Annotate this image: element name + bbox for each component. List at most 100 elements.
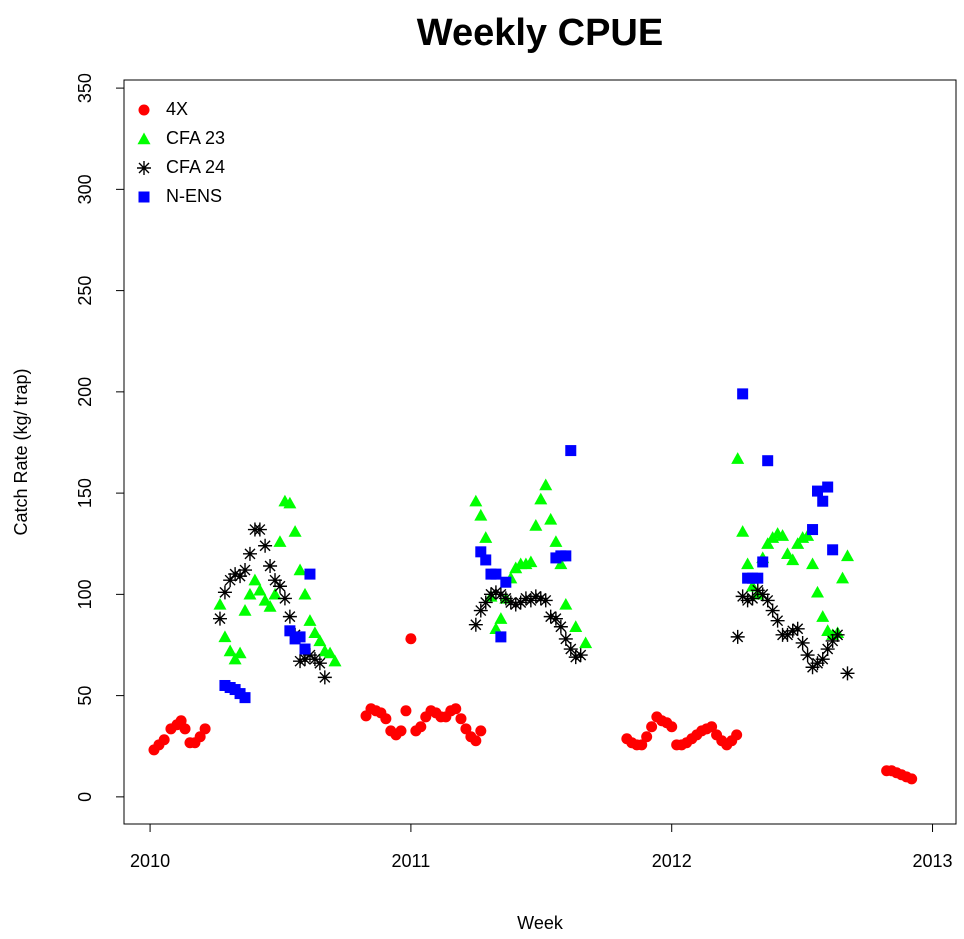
point [840,666,855,681]
point [223,573,238,588]
legend-label: N-ENS [166,186,222,206]
point [518,591,533,606]
point [223,644,237,657]
point [299,643,311,655]
point [795,635,810,650]
point [786,553,800,566]
point [762,455,774,467]
point [524,555,538,568]
point [228,567,243,582]
point [294,631,306,643]
point [323,646,337,659]
point [529,519,543,531]
point [817,495,829,507]
point [479,531,493,543]
x-tick-label: 2013 [913,851,953,871]
point [503,595,518,610]
point [298,587,312,600]
y-axis-label: Catch Rate (kg/ trap) [11,368,31,535]
chart-title: Weekly CPUE [417,12,663,54]
point [755,587,770,602]
point [380,713,392,725]
point [757,556,769,568]
point [646,721,658,733]
point [179,723,191,735]
point [253,583,267,596]
point [489,622,503,634]
y-tick-label: 50 [75,686,95,706]
legend-marker [138,104,150,116]
point [765,603,780,618]
point [553,619,568,634]
point [268,587,282,600]
point [303,614,317,626]
point [272,579,287,594]
point [473,603,488,618]
point [288,525,302,537]
point [533,591,548,606]
point [400,705,412,717]
point [731,729,743,741]
x-tick-label: 2011 [392,851,431,871]
point [494,612,508,624]
point [468,617,483,632]
point [534,492,548,505]
point [785,623,800,638]
y-tick-label: 200 [75,377,95,407]
point [284,625,296,637]
point [308,626,322,639]
y-tick-label: 150 [75,478,95,508]
x-axis-label: Week [517,913,564,933]
point [731,452,745,464]
point [730,629,745,644]
point [563,642,578,657]
point [405,633,417,645]
point [238,563,253,578]
point [791,537,805,549]
point [641,731,653,743]
point [539,478,553,491]
legend-marker [137,161,151,175]
point [239,692,251,704]
point [282,609,297,624]
point [395,725,407,737]
legend-marker [137,132,151,145]
point [560,550,572,562]
point [812,485,824,497]
point [822,481,834,493]
point [565,445,577,457]
point [243,587,257,600]
point [490,568,502,580]
point [233,569,248,584]
y-tick-label: 350 [75,73,95,103]
point [480,554,492,566]
point [807,524,819,536]
point [469,494,483,507]
y-tick-label: 300 [75,174,95,204]
x-tick-label: 2010 [130,851,170,871]
point [830,627,845,642]
point [538,593,553,608]
point [217,585,232,600]
point [573,648,588,663]
point [328,654,342,667]
point [475,546,487,558]
point [455,713,467,725]
y-tick-label: 0 [75,792,95,802]
point [820,642,835,657]
legend-label: CFA 23 [166,128,225,148]
point [549,535,563,547]
point [544,512,558,525]
point [248,573,262,586]
point [568,650,583,665]
point [666,721,678,733]
point [806,557,820,570]
point [293,654,308,669]
point [836,571,850,584]
point [194,731,206,743]
point [741,557,755,570]
point [841,549,855,562]
point [263,600,277,612]
point [415,721,427,733]
point [258,593,272,606]
